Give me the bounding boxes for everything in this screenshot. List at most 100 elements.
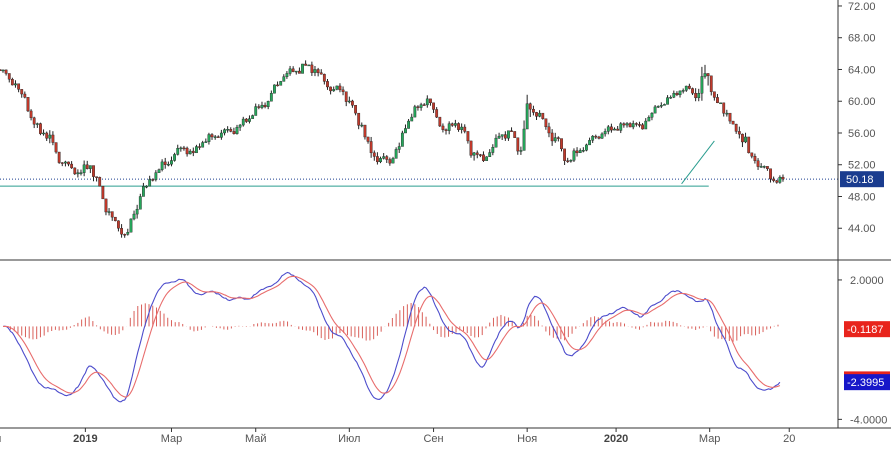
candle-up xyxy=(188,150,192,155)
candle-down xyxy=(513,131,517,138)
candle-down xyxy=(363,124,367,138)
trend-projection-line xyxy=(681,140,715,185)
candle-down xyxy=(98,177,102,187)
macd-y-tick-label: -4.0000 xyxy=(850,414,887,426)
candle-down xyxy=(675,92,679,96)
candle-down xyxy=(438,116,442,127)
candle-down xyxy=(57,151,61,163)
candle-up xyxy=(447,123,451,131)
candle-up xyxy=(251,115,255,119)
candle-down xyxy=(457,123,460,130)
candle-down xyxy=(622,123,626,126)
candle-down xyxy=(51,134,55,143)
candle-down xyxy=(441,125,445,130)
candle-up xyxy=(285,73,289,77)
candle-up xyxy=(88,165,92,169)
candle-down xyxy=(163,161,167,165)
candle-up xyxy=(663,104,666,106)
x-tick-label: я xyxy=(0,433,1,445)
candle-up xyxy=(107,211,111,213)
candle-up xyxy=(288,68,292,74)
candle-down xyxy=(706,73,710,77)
candle-up xyxy=(266,101,270,107)
candle-up xyxy=(507,130,510,139)
candle-up xyxy=(613,128,616,131)
candle-up xyxy=(684,85,688,91)
candle-up xyxy=(382,156,386,159)
candle-down xyxy=(741,133,744,143)
candle-up xyxy=(1,69,5,72)
candle-down xyxy=(117,220,120,229)
candle-up xyxy=(64,161,67,164)
candle-down xyxy=(610,126,613,131)
candle-up xyxy=(678,90,682,96)
candle-down xyxy=(616,128,620,131)
candle-down xyxy=(123,233,127,236)
candle-up xyxy=(294,70,298,73)
candle-down xyxy=(198,146,201,148)
macd-y-tick-label: 2.0000 xyxy=(850,275,884,287)
candle-up xyxy=(126,232,130,235)
x-tick-label: Июл xyxy=(338,433,360,445)
candle-down xyxy=(351,100,354,106)
candle-up xyxy=(223,129,226,134)
candle-down xyxy=(510,130,513,132)
candle-up xyxy=(413,106,417,118)
candle-up xyxy=(719,102,723,105)
candle-up xyxy=(219,132,223,138)
candle-up xyxy=(360,124,364,127)
candle-up xyxy=(653,106,657,114)
candle-up xyxy=(391,158,395,164)
candle-up xyxy=(254,106,258,116)
candle-up xyxy=(148,179,152,187)
candle-up xyxy=(79,172,83,174)
candle-down xyxy=(376,156,379,163)
candle-up xyxy=(135,208,139,215)
candle-up xyxy=(491,147,495,153)
candle-down xyxy=(731,120,735,125)
candle-down xyxy=(535,112,538,117)
last-price-label: 50.18 xyxy=(846,174,874,186)
candle-down xyxy=(326,81,329,88)
candle-down xyxy=(556,137,560,139)
candle-down xyxy=(70,163,74,169)
candle-up xyxy=(35,123,39,125)
candle-up xyxy=(603,131,607,135)
candle-down xyxy=(709,75,713,92)
candle-down xyxy=(694,92,698,99)
candle-down xyxy=(113,216,117,222)
candle-up xyxy=(485,156,489,161)
candle-up xyxy=(703,73,707,77)
candle-down xyxy=(516,137,520,152)
candle-up xyxy=(42,132,45,135)
candle-up xyxy=(619,123,623,131)
candle-up xyxy=(145,185,148,188)
candle-down xyxy=(463,126,467,132)
candle-down xyxy=(357,112,361,126)
candle-up xyxy=(301,63,304,74)
candle-up xyxy=(647,117,651,122)
candle-down xyxy=(691,88,694,94)
candle-down xyxy=(469,140,473,156)
candle-down xyxy=(550,132,554,142)
candle-up xyxy=(591,135,595,141)
candle-up xyxy=(282,76,286,82)
price-y-tick-label: 60.00 xyxy=(848,96,876,108)
candle-up xyxy=(759,166,763,168)
candle-up xyxy=(666,97,669,105)
candle-down xyxy=(544,118,548,128)
candle-up xyxy=(138,196,142,210)
candle-down xyxy=(429,98,432,104)
candle-down xyxy=(416,106,420,108)
candle-up xyxy=(226,129,230,131)
candle-up xyxy=(176,148,180,155)
x-tick-label: Мар xyxy=(699,433,721,445)
candle-up xyxy=(132,213,136,220)
candle-up xyxy=(606,126,610,132)
candle-down xyxy=(528,103,532,110)
candle-up xyxy=(154,172,158,180)
candle-down xyxy=(575,150,579,154)
